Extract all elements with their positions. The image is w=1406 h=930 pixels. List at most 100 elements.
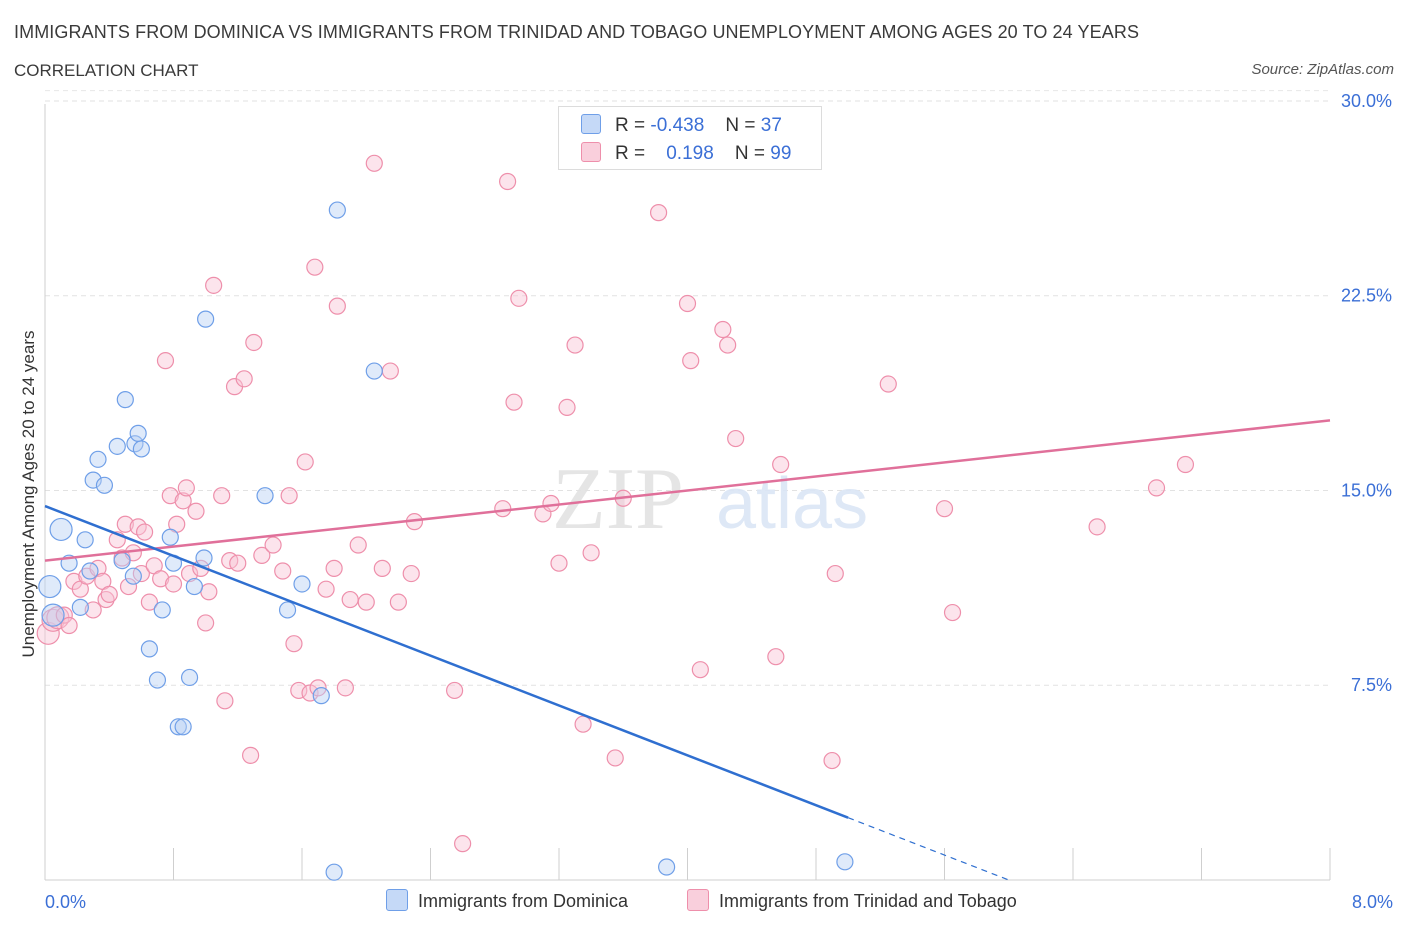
y-tick-label: 15.0% bbox=[1341, 480, 1392, 500]
watermark: ZIP atlas bbox=[552, 451, 868, 548]
trinidad-point bbox=[341, 590, 359, 609]
trinidad-point bbox=[772, 455, 790, 474]
dominica-point bbox=[365, 362, 383, 380]
correlation-legend: R = -0.438 N = 37 R = 0.198 N = 99 bbox=[558, 106, 822, 170]
trinidad-point bbox=[365, 154, 383, 172]
trinidad-point bbox=[216, 692, 234, 710]
trinidad-trend-line bbox=[44, 419, 1331, 562]
trinidad-point bbox=[152, 570, 170, 588]
trinidad-point bbox=[505, 393, 523, 411]
trinidad-point bbox=[213, 487, 231, 505]
trinidad-point bbox=[245, 333, 263, 352]
legend-n-value-dominica: 37 bbox=[760, 115, 782, 136]
trinidad-point bbox=[1147, 479, 1166, 497]
trinidad-point bbox=[253, 546, 271, 565]
trinidad-point bbox=[574, 715, 592, 733]
dominica-point bbox=[278, 601, 297, 619]
trinidad-point bbox=[200, 583, 218, 601]
x-tick-label: 8.0% bbox=[1352, 892, 1393, 912]
trinidad-point bbox=[60, 616, 78, 635]
series-dominica-points bbox=[38, 201, 854, 881]
legend-r-label: R = bbox=[615, 143, 646, 164]
trinidad-point bbox=[935, 500, 954, 518]
trinidad-point bbox=[174, 492, 192, 510]
trinidad-point bbox=[328, 297, 346, 315]
dominica-point bbox=[293, 575, 311, 593]
dominica-point bbox=[124, 567, 142, 585]
y-axis-label: Unemployment Among Ages 20 to 24 years bbox=[19, 331, 38, 658]
trinidad-point bbox=[454, 835, 472, 853]
bottom-legend-dominica: Immigrants from Dominica bbox=[386, 889, 628, 912]
dominica-point bbox=[129, 424, 147, 442]
trinidad-point bbox=[156, 352, 175, 370]
legend-n-value-trinidad: 99 bbox=[770, 143, 792, 164]
trinidad-point bbox=[357, 593, 375, 611]
dominica-point bbox=[38, 574, 62, 599]
dominica-point bbox=[180, 668, 199, 687]
trinidad-point bbox=[296, 453, 314, 471]
dominica-point bbox=[256, 487, 274, 505]
source-label: Source: ZipAtlas.com bbox=[1251, 61, 1394, 78]
dominica-point bbox=[328, 201, 346, 219]
trinidad-point bbox=[336, 679, 354, 697]
trinidad-point bbox=[499, 172, 517, 191]
dominica-point bbox=[84, 471, 102, 489]
trinidad-point bbox=[242, 746, 260, 764]
legend-row-dominica: R = -0.438 N = 37 bbox=[581, 114, 782, 136]
tick-labels: 7.5% 15.0% 22.5% 30.0% 0.0% 8.0% bbox=[45, 91, 1393, 912]
trinidad-point bbox=[558, 398, 576, 416]
trinidad-point bbox=[389, 593, 407, 611]
legend-n-label: N = bbox=[734, 143, 766, 164]
trinidad-point bbox=[180, 564, 199, 583]
trend-lines bbox=[44, 419, 1331, 881]
trinidad-point bbox=[325, 559, 343, 577]
axes bbox=[44, 104, 1331, 881]
dominica-point bbox=[71, 598, 89, 616]
trinidad-point bbox=[649, 204, 668, 222]
trinidad-point bbox=[285, 635, 303, 653]
trinidad-point bbox=[582, 544, 600, 562]
dominica-point bbox=[108, 437, 126, 455]
trinidad-point bbox=[678, 294, 697, 313]
dominica-point bbox=[49, 517, 73, 542]
trinidad-point bbox=[116, 515, 134, 533]
dominica-point bbox=[312, 687, 330, 705]
trinidad-point bbox=[205, 276, 223, 294]
trinidad-point bbox=[280, 487, 298, 505]
bottom-legend-swatch-trinidad bbox=[687, 889, 709, 911]
trinidad-point bbox=[550, 554, 568, 572]
dominica-point bbox=[116, 391, 134, 409]
bottom-legend-swatch-dominica bbox=[386, 889, 408, 911]
trinidad-point bbox=[879, 375, 897, 393]
legend-n-label: N = bbox=[725, 115, 756, 136]
y-tick-label: 7.5% bbox=[1351, 675, 1392, 695]
trinidad-point bbox=[402, 564, 420, 583]
trinidad-point bbox=[542, 494, 560, 513]
trinidad-point bbox=[767, 648, 785, 666]
trinidad-point bbox=[264, 536, 282, 554]
dominica-point bbox=[41, 603, 65, 627]
dominica-point bbox=[161, 528, 179, 546]
trinidad-point bbox=[510, 289, 528, 307]
trinidad-point bbox=[164, 575, 183, 593]
dominica-point bbox=[76, 531, 94, 549]
trinidad-point bbox=[691, 661, 709, 679]
trinidad-point bbox=[274, 562, 292, 580]
dominica-point bbox=[174, 718, 192, 736]
trinidad-point bbox=[826, 564, 844, 583]
trinidad-point bbox=[349, 536, 367, 554]
trinidad-point bbox=[606, 749, 624, 767]
trinidad-point bbox=[177, 479, 195, 497]
dominica-point bbox=[658, 858, 676, 876]
chart-title: IMMIGRANTS FROM DOMINICA VS IMMIGRANTS F… bbox=[14, 22, 1140, 42]
trinidad-point bbox=[494, 500, 512, 518]
trinidad-point bbox=[229, 554, 247, 572]
y-tick-label: 22.5% bbox=[1341, 286, 1392, 306]
trinidad-point bbox=[197, 614, 215, 632]
y-tick-label: 30.0% bbox=[1341, 91, 1392, 111]
legend-row-trinidad: R = 0.198 N = 99 bbox=[581, 142, 791, 164]
trinidad-point bbox=[823, 751, 841, 770]
watermark-zip: ZIP bbox=[552, 451, 684, 548]
series-trinidad-points bbox=[36, 154, 1195, 853]
